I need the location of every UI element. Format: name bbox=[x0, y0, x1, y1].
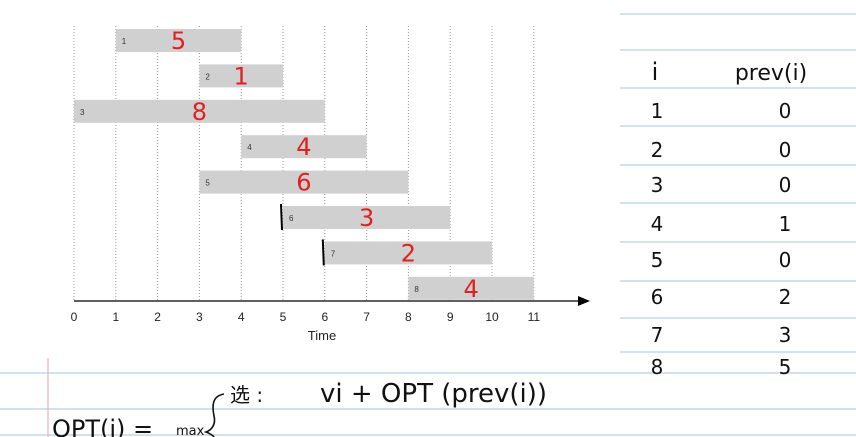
prev-table-rows: 1 0 2 0 3 0 4 1 5 0 6 2 7 3 8 5 bbox=[651, 99, 792, 379]
time-tick-label: 10 bbox=[485, 310, 499, 324]
job-bar bbox=[408, 276, 534, 300]
job-weight-label: 3 bbox=[359, 204, 374, 232]
job-id-label: 2 bbox=[205, 72, 210, 81]
job-weight-label: 2 bbox=[401, 239, 416, 267]
prev-marker bbox=[280, 203, 283, 231]
job-weight-label: 5 bbox=[171, 27, 186, 55]
job-weight-label: 8 bbox=[192, 98, 207, 126]
notebook-lines bbox=[0, 13, 856, 436]
prev-table-header-prev: prev(i) bbox=[735, 61, 807, 86]
formula-lhs: OPT(i) = bbox=[52, 415, 153, 437]
formula-brace-icon bbox=[203, 393, 225, 437]
job-bar bbox=[115, 29, 242, 52]
job-id-label: 7 bbox=[331, 249, 336, 258]
job-id-label: 1 bbox=[122, 37, 127, 46]
job-weight-label: 1 bbox=[234, 62, 249, 90]
prev-table-cell-prev: 3 bbox=[779, 323, 792, 347]
prev-table-cell-i: 4 bbox=[651, 212, 664, 236]
job-bar bbox=[199, 170, 409, 194]
time-tick-label: 0 bbox=[71, 310, 78, 324]
time-tick-label: 2 bbox=[154, 310, 161, 324]
job-weight-label: 4 bbox=[296, 133, 311, 161]
prev-table: i prev(i) 1 0 2 0 3 0 4 1 5 0 6 2 7 3 8 5 bbox=[651, 58, 808, 379]
prev-table-cell-i: 2 bbox=[651, 138, 664, 162]
prev-table-cell-prev: 0 bbox=[779, 99, 792, 123]
prev-table-cell-prev: 0 bbox=[779, 138, 792, 162]
time-tick-label: 4 bbox=[238, 310, 245, 324]
formula-max: max bbox=[176, 424, 205, 437]
time-tick-label: 9 bbox=[447, 310, 454, 324]
job-bar bbox=[324, 241, 492, 265]
time-tick-labels: 0 1 2 3 4 5 6 7 8 9 10 11 bbox=[71, 310, 541, 324]
time-tick-label: 5 bbox=[280, 310, 287, 324]
prev-table-cell-i: 8 bbox=[651, 355, 664, 379]
job-bars: 1 5 2 1 3 8 4 4 5 6 6 3 7 2 8 4 bbox=[74, 27, 534, 303]
job-weight-label: 6 bbox=[296, 169, 311, 197]
job-id-label: 4 bbox=[247, 143, 252, 152]
job-bar bbox=[241, 135, 367, 159]
interval-chart: 1 52 13 84 45 66 37 28 4 0 1 2 3 4 5 6 7 8 9 10 11 Time bbox=[71, 26, 590, 343]
prev-markers bbox=[280, 203, 325, 266]
prev-marker bbox=[321, 239, 325, 266]
formula-choose-expr: vi + OPT (prev(i)) bbox=[320, 379, 547, 409]
prev-table-cell-i: 3 bbox=[651, 173, 664, 197]
prev-table-cell-i: 5 bbox=[651, 248, 664, 272]
time-tick-label: 8 bbox=[405, 310, 412, 324]
recurrence-formula: OPT(i) = max 选 : vi + OPT (prev(i)) bbox=[52, 379, 547, 437]
prev-table-cell-i: 6 bbox=[651, 285, 664, 309]
job-bar bbox=[283, 206, 451, 229]
x-axis-label: Time bbox=[308, 328, 336, 343]
time-tick-label: 6 bbox=[321, 310, 328, 324]
job-id-label: 8 bbox=[414, 285, 419, 294]
prev-table-cell-i: 7 bbox=[651, 323, 664, 347]
job-id-label: 6 bbox=[289, 214, 294, 223]
job-bar bbox=[199, 64, 283, 88]
job-id-label: 5 bbox=[205, 179, 210, 188]
prev-table-cell-prev: 0 bbox=[779, 248, 792, 272]
time-tick-label: 3 bbox=[196, 310, 203, 324]
prev-table-cell-prev: 0 bbox=[779, 173, 792, 197]
time-tick-label: 7 bbox=[363, 310, 370, 324]
job-id-label: 3 bbox=[80, 108, 85, 117]
formula-choose-label: 选 : bbox=[230, 383, 263, 407]
prev-table-header-i: i bbox=[652, 58, 659, 86]
time-tick-label: 1 bbox=[112, 310, 119, 324]
prev-table-cell-prev: 5 bbox=[779, 355, 792, 379]
job-weight-label: 4 bbox=[463, 275, 478, 303]
job-bar bbox=[74, 99, 325, 123]
time-axis-arrow-icon bbox=[578, 296, 590, 306]
prev-table-cell-prev: 2 bbox=[779, 285, 792, 309]
time-tick-label: 11 bbox=[528, 310, 541, 324]
prev-table-cell-prev: 1 bbox=[779, 212, 792, 236]
prev-table-cell-i: 1 bbox=[651, 99, 664, 123]
